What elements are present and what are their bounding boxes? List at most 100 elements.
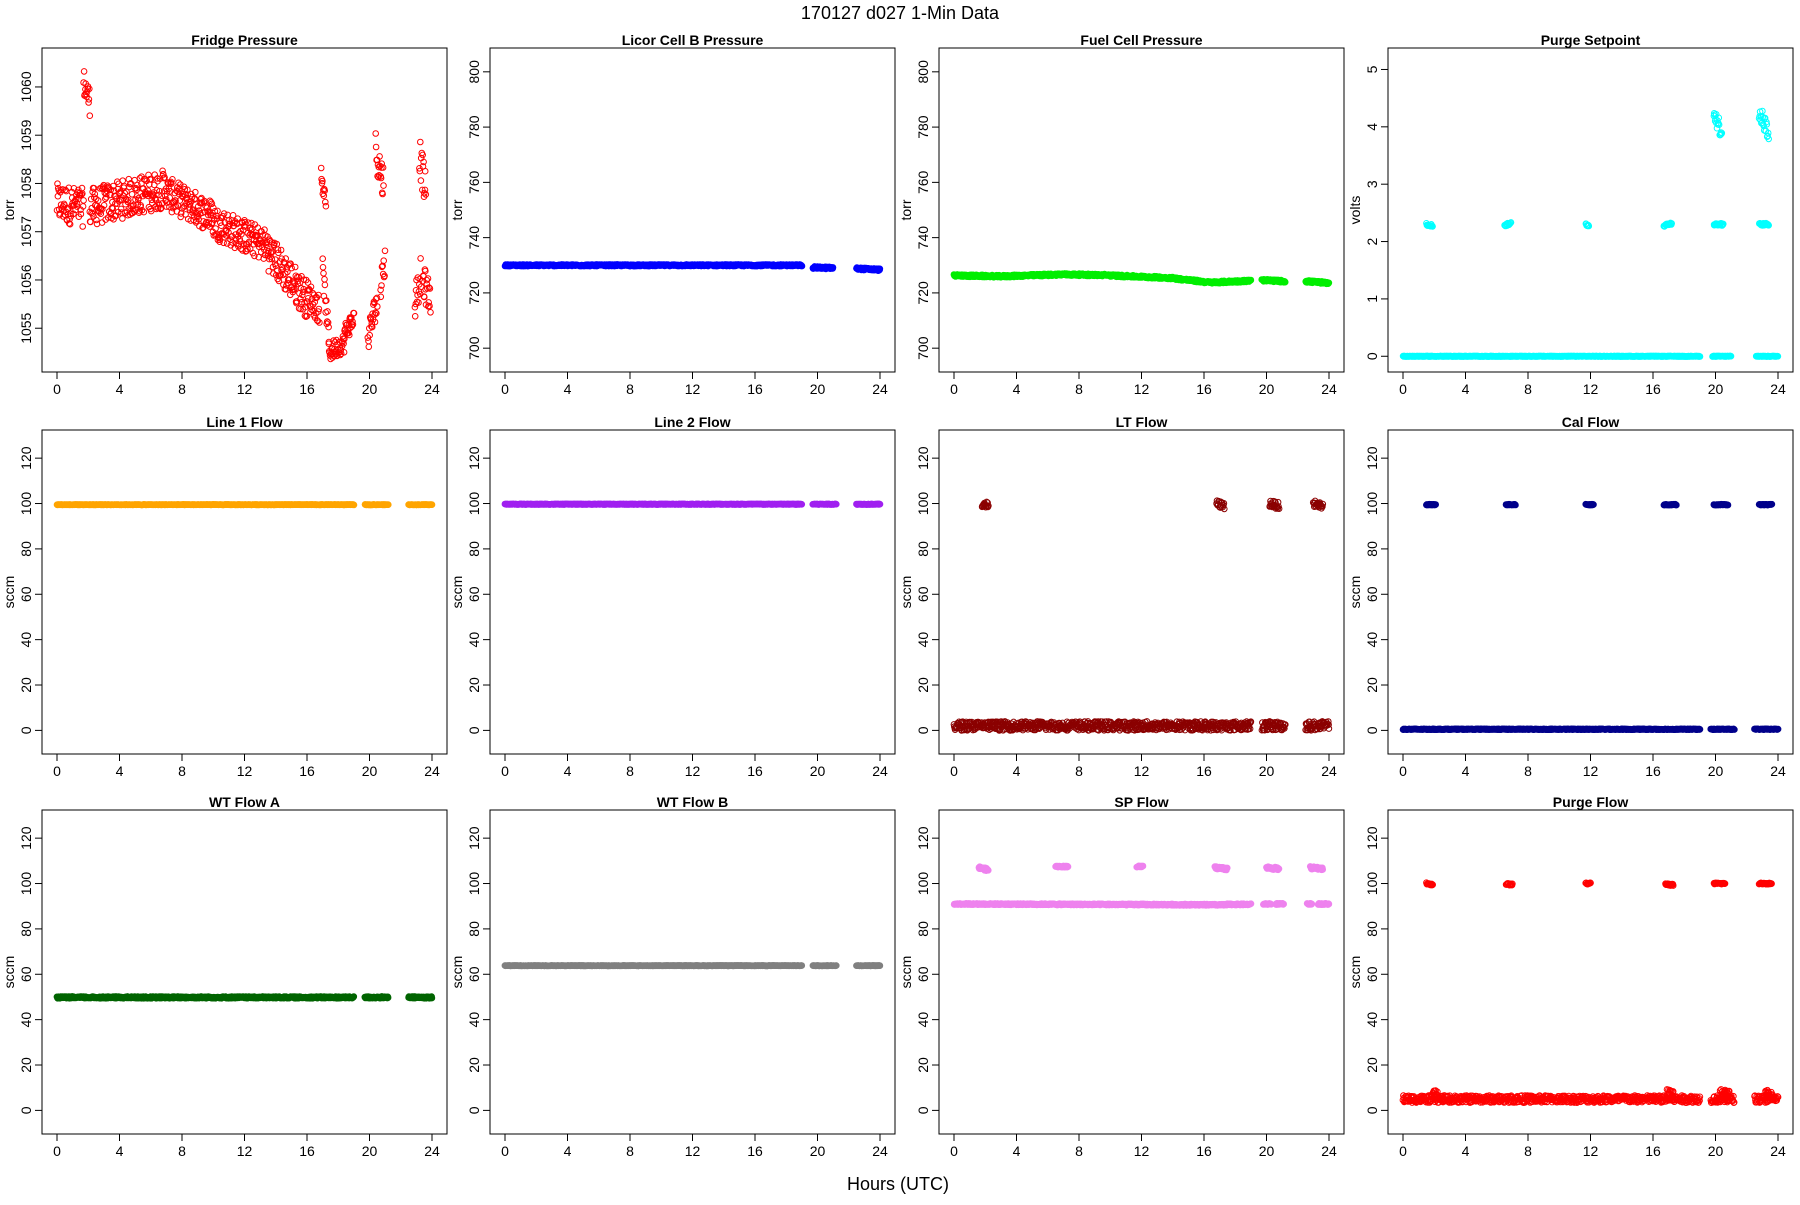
x-tick-label: 24 bbox=[424, 381, 440, 397]
x-tick-label: 12 bbox=[237, 381, 253, 397]
y-tick-label: 80 bbox=[18, 541, 34, 557]
x-tick-label: 24 bbox=[872, 763, 888, 779]
y-tick-label: 1055 bbox=[18, 312, 34, 343]
y-tick-label: 760 bbox=[466, 170, 482, 194]
y-axis-label: torr bbox=[1, 199, 17, 220]
data-point bbox=[366, 344, 372, 350]
data-point bbox=[366, 338, 372, 344]
x-tick-label: 0 bbox=[501, 381, 509, 397]
panel-title: Fridge Pressure bbox=[191, 32, 298, 48]
data-point bbox=[386, 502, 392, 508]
x-tick-label: 16 bbox=[299, 381, 315, 397]
data-point bbox=[318, 165, 324, 171]
y-tick-label: 1 bbox=[1364, 295, 1380, 303]
y-tick-label: 780 bbox=[466, 115, 482, 139]
figure-title: 170127 d027 1-Min Data bbox=[801, 3, 1000, 23]
panel-title: Line 2 Flow bbox=[654, 414, 730, 430]
y-tick-label: 740 bbox=[466, 226, 482, 250]
y-tick-label: 1060 bbox=[18, 71, 34, 102]
data-point bbox=[830, 265, 836, 271]
data-point bbox=[418, 178, 424, 184]
x-tick-label: 20 bbox=[1259, 381, 1275, 397]
y-axis-label: torr bbox=[898, 199, 914, 220]
data-point bbox=[80, 224, 86, 230]
y-tick-label: 4 bbox=[1364, 123, 1380, 131]
y-tick-label: 2 bbox=[1364, 237, 1380, 245]
x-tick-label: 4 bbox=[116, 763, 124, 779]
x-tick-label: 20 bbox=[810, 381, 826, 397]
x-tick-label: 8 bbox=[178, 763, 186, 779]
data-point bbox=[120, 216, 126, 222]
panel-title: Fuel Cell Pressure bbox=[1080, 32, 1202, 48]
plot-frame bbox=[490, 430, 895, 754]
y-tick-label: 20 bbox=[18, 677, 34, 693]
x-tick-label: 12 bbox=[1134, 381, 1150, 397]
x-tick-label: 12 bbox=[1583, 381, 1599, 397]
x-tick-label: 20 bbox=[362, 381, 378, 397]
y-tick-label: 40 bbox=[18, 632, 34, 648]
y-tick-label: 60 bbox=[466, 586, 482, 602]
x-tick-label: 0 bbox=[53, 763, 61, 779]
x-tick-label: 8 bbox=[626, 763, 634, 779]
y-tick-label: 1059 bbox=[18, 119, 34, 150]
data-point bbox=[292, 264, 298, 270]
data-point bbox=[799, 263, 805, 269]
data-point bbox=[1248, 277, 1254, 283]
x-tick-label: 16 bbox=[1645, 381, 1661, 397]
data-point bbox=[322, 282, 328, 288]
x-tick-label: 8 bbox=[626, 381, 634, 397]
x-tick-label: 24 bbox=[1770, 381, 1786, 397]
y-tick-label: 120 bbox=[18, 446, 34, 470]
y-tick-label: 20 bbox=[466, 677, 482, 693]
data-point bbox=[320, 265, 326, 271]
data-point bbox=[325, 309, 331, 315]
y-tick-label: 1058 bbox=[18, 168, 34, 199]
y-tick-label: 720 bbox=[915, 281, 931, 305]
x-tick-label: 4 bbox=[564, 381, 572, 397]
series-points bbox=[54, 69, 433, 362]
series-points bbox=[502, 501, 883, 507]
x-tick-label: 16 bbox=[299, 763, 315, 779]
series-points bbox=[951, 271, 1332, 287]
y-tick-label: 80 bbox=[466, 541, 482, 557]
data-point bbox=[373, 131, 379, 137]
y-tick-label: 740 bbox=[915, 226, 931, 250]
plot-frame bbox=[939, 48, 1344, 372]
y-tick-label: 40 bbox=[466, 632, 482, 648]
y-axis-label: sccm bbox=[1, 576, 17, 609]
y-tick-label: 720 bbox=[466, 281, 482, 305]
y-tick-label: 1057 bbox=[18, 216, 34, 247]
data-point bbox=[429, 502, 435, 508]
y-tick-label: 0 bbox=[466, 726, 482, 734]
x-tick-label: 4 bbox=[116, 381, 124, 397]
data-point bbox=[1282, 279, 1288, 285]
y-axis-label: torr bbox=[449, 199, 465, 220]
x-tick-label: 12 bbox=[685, 381, 701, 397]
x-tick-label: 16 bbox=[1196, 381, 1212, 397]
y-tick-label: 5 bbox=[1364, 65, 1380, 73]
data-point bbox=[412, 314, 418, 320]
x-tick-label: 0 bbox=[501, 763, 509, 779]
x-tick-label: 4 bbox=[1013, 381, 1021, 397]
y-tick-label: 120 bbox=[466, 446, 482, 470]
data-point bbox=[378, 294, 384, 300]
data-point bbox=[1326, 280, 1332, 286]
data-point bbox=[373, 144, 379, 150]
data-point bbox=[428, 310, 434, 316]
y-tick-label: 0 bbox=[1364, 352, 1380, 360]
plot-frame bbox=[490, 48, 895, 372]
x-tick-label: 20 bbox=[362, 763, 378, 779]
x-tick-label: 24 bbox=[872, 381, 888, 397]
data-point bbox=[422, 168, 428, 174]
plot-frame bbox=[42, 430, 447, 754]
data-point bbox=[322, 277, 328, 283]
y-tick-label: 700 bbox=[915, 336, 931, 360]
